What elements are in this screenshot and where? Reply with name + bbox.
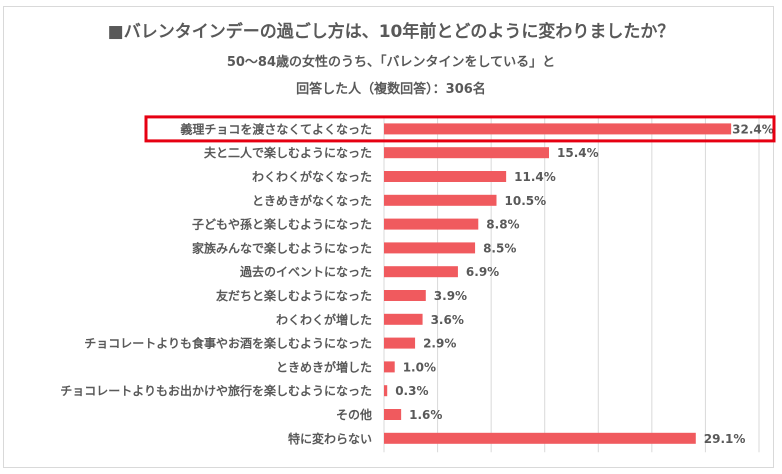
data-label: 6.9%: [466, 265, 499, 279]
data-label: 10.5%: [505, 194, 547, 208]
data-label: 32.4%: [732, 122, 774, 136]
data-label: 8.5%: [483, 241, 516, 255]
category-label: 義理チョコを渡さなくてよくなった: [180, 121, 372, 136]
chart-title: ■バレンタインデーの過ごし方は、10年前とどのように変わりましたか？: [107, 22, 675, 42]
bar: [384, 290, 426, 301]
category-label: わくわくが増した: [276, 312, 372, 327]
chart-subtitle-line-2: 回答した人（複数回答）：306名: [296, 82, 486, 97]
bar: [384, 385, 388, 397]
bar: [384, 218, 479, 230]
chart-subtitle-line-1: 50～84歳の女性のうち、「バレンタインをしている」と: [226, 55, 556, 70]
highlight-box: [144, 115, 776, 143]
data-label: 15.4%: [557, 146, 599, 160]
bar: [384, 361, 395, 373]
bar: [384, 147, 549, 159]
bar: [384, 266, 458, 278]
bar: [384, 313, 423, 325]
bar: [384, 242, 476, 254]
data-label: 0.3%: [395, 384, 428, 398]
bar: [384, 337, 416, 349]
category-label: 過去のイベントになった: [239, 264, 372, 279]
category-label: 特に変わらない: [288, 431, 372, 446]
bar: [384, 123, 732, 135]
category-label: チョコレートよりも食事やお酒を楽しむようになった: [84, 336, 372, 351]
data-label: 29.1%: [704, 432, 746, 446]
data-label: 3.6%: [431, 313, 464, 327]
data-label: 1.0%: [403, 360, 436, 374]
data-label: 11.4%: [514, 170, 556, 184]
category-label: 家族みんなで楽しむようになった: [192, 240, 372, 255]
bar: [384, 432, 696, 444]
data-label: 2.9%: [423, 337, 456, 351]
category-label: わくわくがなくなった: [252, 169, 372, 184]
category-label: その他: [336, 407, 372, 422]
bar: [384, 171, 507, 182]
category-label: チョコレートよりもお出かけや旅行を楽しむようになった: [60, 383, 372, 398]
category-label: ときめきがなくなった: [252, 193, 372, 208]
data-label: 1.6%: [409, 408, 442, 422]
chart-frame: [3, 6, 774, 468]
category-label: 友だちと楽しむようになった: [215, 288, 372, 303]
category-label: 子どもや孫と楽しむようになった: [192, 217, 372, 232]
data-label: 3.9%: [434, 289, 467, 303]
category-label: 夫と二人で楽しむようになった: [203, 145, 372, 160]
bar: [384, 409, 402, 420]
category-label: ときめきが増した: [276, 359, 372, 374]
data-label: 8.8%: [486, 218, 519, 232]
bar: [384, 194, 497, 206]
